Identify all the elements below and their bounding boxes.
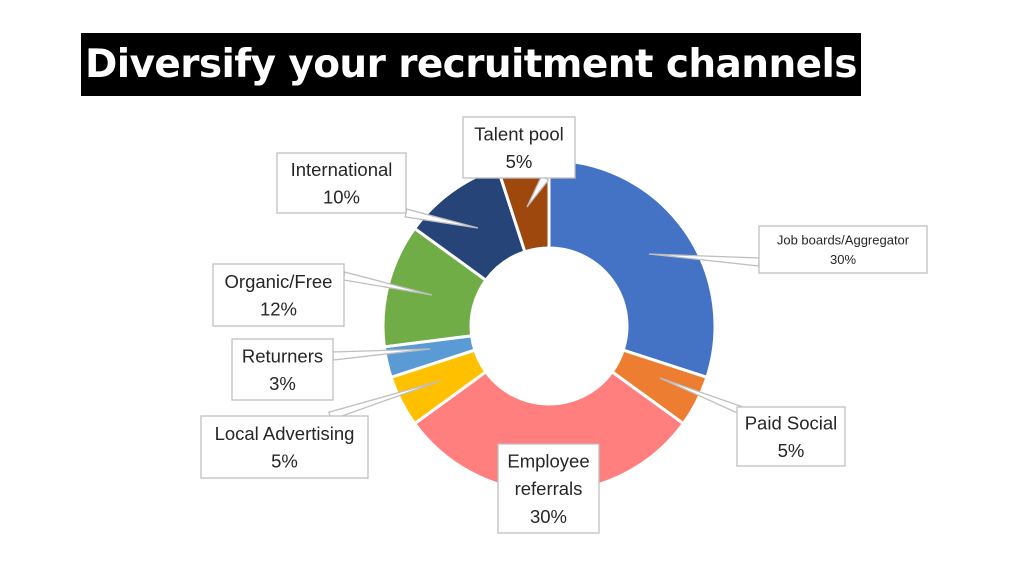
data-label-box	[462, 116, 576, 179]
data-label-category: Job boards/Aggregator	[777, 232, 910, 247]
data-label-returners: Returners 3%	[231, 338, 334, 401]
data-label-value: 3%	[269, 373, 296, 394]
data-label-value: 30%	[830, 252, 856, 267]
data-label-box	[497, 443, 600, 534]
data-label-box	[758, 225, 928, 274]
slices-layer	[381, 158, 717, 494]
data-label-category: Returners	[242, 345, 323, 366]
data-label-value: 5%	[271, 451, 298, 472]
data-label-value: 5%	[778, 440, 805, 461]
data-label-local-advertising: Local Advertising 5%	[200, 415, 369, 479]
data-label-box	[212, 263, 345, 327]
slice-job-boards-aggregator	[547, 158, 717, 380]
data-label-box	[200, 415, 369, 479]
data-labels-layer: Job boards/Aggregator 30% Paid Social 5% Emp…	[200, 116, 928, 534]
slice-employee-referrals	[412, 369, 686, 494]
leader-lines-layer	[327, 174, 760, 421]
data-label-category: Organic/Free	[225, 271, 333, 292]
data-label-category: Talent pool	[474, 123, 563, 144]
slide-title: Diversify your recruitment channels	[81, 33, 861, 96]
data-label-organic-free: Organic/Free 12%	[212, 263, 345, 327]
data-label-box	[231, 338, 334, 401]
data-label-category: Local Advertising	[215, 423, 355, 444]
data-label-box	[736, 406, 846, 467]
data-label-value: 30%	[530, 506, 567, 527]
data-label-box	[276, 152, 407, 214]
data-label-category: Employee	[507, 450, 589, 471]
data-label-job-boards-aggregator: Job boards/Aggregator 30%	[758, 225, 928, 274]
data-label-talent-pool: Talent pool 5%	[462, 116, 576, 179]
data-label-value: 10%	[323, 187, 360, 208]
data-label-paid-social: Paid Social 5%	[736, 406, 846, 467]
data-label-value: 12%	[260, 299, 297, 320]
data-label-international: International 10%	[276, 152, 407, 214]
data-label-category: Paid Social	[745, 412, 838, 433]
data-label-category: International	[291, 159, 393, 180]
data-label-category: referrals	[515, 478, 583, 499]
data-label-value: 5%	[506, 151, 533, 172]
data-label-employee-referrals: Employee referrals 30%	[497, 443, 600, 534]
